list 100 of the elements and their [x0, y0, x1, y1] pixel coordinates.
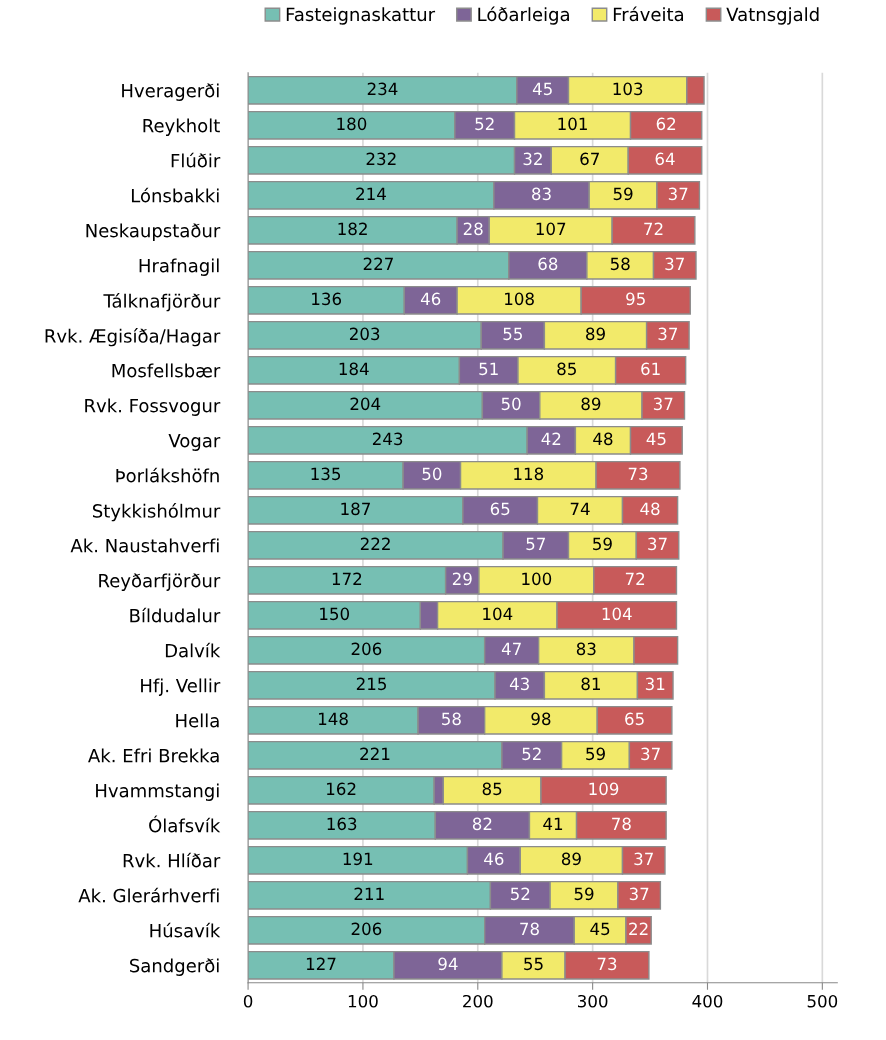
data-label: 98 [531, 712, 551, 726]
data-label: 184 [339, 362, 369, 376]
data-label: 127 [306, 957, 336, 970]
data-label: 83 [532, 187, 551, 201]
data-label: 95 [626, 292, 645, 306]
data-label: 47 [501, 642, 521, 655]
data-label: 45 [646, 432, 666, 446]
data-label: 50 [422, 467, 442, 481]
data-label: 37 [641, 747, 660, 761]
data-label: 206 [351, 642, 382, 656]
data-label: 89 [581, 397, 601, 411]
y-tick-label: Hfj. Vellir [141, 678, 221, 696]
data-label: 82 [472, 817, 492, 831]
data-label: 57 [526, 537, 545, 551]
data-label: 48 [593, 432, 613, 446]
data-label: 180 [337, 117, 367, 131]
y-tick-label: Hvammstangi [96, 783, 219, 801]
data-label: 89 [561, 852, 581, 866]
y-tick-label: Hella [176, 713, 219, 728]
data-label: 58 [610, 257, 630, 271]
data-label: 37 [629, 887, 649, 901]
y-tick-label: Ak. Glerárhverfi [78, 887, 219, 903]
y-tick-label: Ak. Naustahverfi [70, 538, 219, 553]
x-tick-label: 300 [578, 994, 608, 1008]
data-label: 203 [349, 327, 380, 341]
data-label: 52 [510, 887, 530, 901]
data-label: 73 [597, 957, 617, 971]
data-label: 108 [505, 292, 534, 306]
x-tick-label: 400 [692, 994, 723, 1008]
y-tick-label: Hrafnagil [139, 258, 219, 276]
data-label: 172 [332, 572, 362, 585]
data-label: 61 [641, 362, 660, 376]
data-label: 72 [625, 572, 645, 585]
data-label: 150 [320, 607, 350, 621]
data-label: 37 [653, 397, 673, 411]
data-label: 28 [463, 222, 483, 236]
y-tick-label: Vogar [168, 434, 221, 451]
data-label: 191 [343, 852, 373, 866]
data-label: 46 [484, 852, 504, 866]
data-label: 32 [523, 152, 542, 166]
data-label: 221 [360, 747, 390, 760]
y-tick-label: Húsavík [150, 922, 221, 938]
y-tick-label: Flúðir [171, 152, 221, 168]
data-label: 55 [503, 327, 522, 341]
data-label: 73 [628, 467, 648, 481]
x-tick-label: 100 [348, 994, 378, 1008]
data-label: 59 [586, 747, 605, 761]
data-label: 31 [645, 677, 665, 691]
data-label: 55 [524, 957, 543, 971]
y-tick-label: Stykkishólmur [92, 503, 221, 522]
data-label: 85 [557, 362, 576, 376]
data-label: 68 [538, 257, 558, 271]
y-tick-label: Ólafsvík [149, 815, 221, 833]
data-label: 37 [648, 537, 667, 551]
data-label: 215 [356, 677, 386, 691]
data-label: 227 [363, 257, 393, 270]
data-label: 59 [613, 187, 633, 201]
y-tick-label: Rvk. Ægisíða/Hagar [45, 328, 221, 347]
y-tick-label: Reyðarfjörður [99, 573, 221, 591]
data-label: 72 [644, 222, 663, 235]
data-label: 243 [372, 432, 403, 446]
data-label: 136 [312, 292, 342, 306]
data-label: 64 [655, 152, 675, 166]
data-label: 85 [482, 782, 502, 796]
y-tick-label: Hveragerði [122, 83, 219, 101]
y-tick-label: Rvk. Fossvogur [85, 398, 221, 416]
data-label: 45 [590, 922, 610, 936]
data-label: 37 [665, 257, 684, 271]
data-label: 43 [509, 677, 529, 691]
data-label: 100 [522, 572, 552, 586]
data-label: 103 [613, 82, 643, 96]
data-label: 59 [574, 887, 594, 901]
y-tick-label: Tálknafjörður [103, 293, 221, 312]
data-label: 101 [558, 117, 587, 131]
data-label: 22 [629, 922, 648, 935]
data-label: 78 [612, 817, 631, 831]
y-tick-label: Mosfellsbær [112, 363, 221, 378]
data-label: 48 [640, 502, 660, 516]
legend-label: Fasteignaskattur [286, 7, 436, 25]
data-label: 109 [589, 782, 619, 796]
data-label: 182 [338, 222, 367, 236]
data-label: 74 [570, 502, 590, 515]
data-label: 52 [522, 747, 541, 761]
data-label: 67 [580, 152, 599, 166]
legend-label: Lóðarleiga [478, 6, 569, 25]
data-label: 107 [536, 222, 566, 236]
data-label: 214 [356, 187, 386, 200]
data-label: 62 [656, 117, 676, 131]
data-label: 37 [658, 327, 678, 341]
data-label: 65 [625, 712, 644, 726]
data-label: 206 [351, 922, 382, 936]
x-tick-label: 500 [807, 994, 838, 1008]
data-label: 211 [354, 887, 384, 900]
data-label: 52 [475, 117, 494, 131]
data-label: 104 [483, 607, 513, 621]
y-tick-label: Sandgerði [130, 958, 219, 976]
data-label: 232 [366, 152, 396, 166]
data-label: 118 [514, 467, 544, 481]
data-label: 46 [420, 292, 441, 306]
data-label: 37 [668, 187, 688, 201]
